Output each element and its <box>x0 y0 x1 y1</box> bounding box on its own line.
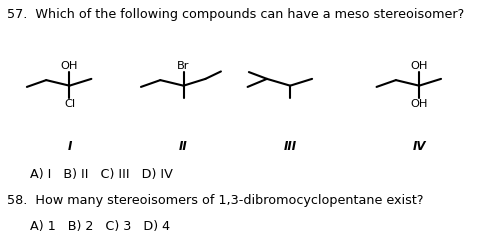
Text: Br: Br <box>177 61 190 71</box>
Text: IV: IV <box>412 140 426 153</box>
Text: 57.  Which of the following compounds can have a meso stereoisomer?: 57. Which of the following compounds can… <box>7 8 465 21</box>
Text: II: II <box>179 140 188 153</box>
Text: III: III <box>284 140 297 153</box>
Text: A) 1   B) 2   C) 3   D) 4: A) 1 B) 2 C) 3 D) 4 <box>30 220 170 233</box>
Text: OH: OH <box>410 99 428 109</box>
Text: 58.  How many stereoisomers of 1,3-dibromocyclopentane exist?: 58. How many stereoisomers of 1,3-dibrom… <box>7 194 424 207</box>
Text: Cl: Cl <box>64 99 75 109</box>
Text: OH: OH <box>61 61 78 71</box>
Text: OH: OH <box>410 61 428 71</box>
Text: I: I <box>67 140 71 153</box>
Text: A) I   B) II   C) III   D) IV: A) I B) II C) III D) IV <box>30 168 173 181</box>
